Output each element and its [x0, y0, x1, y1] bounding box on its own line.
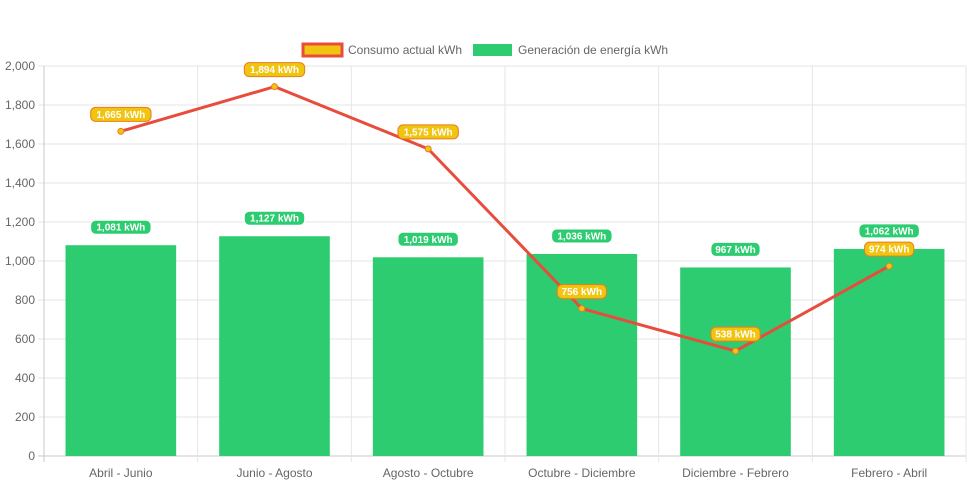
data-label-consumo: 538 kWh [715, 330, 756, 341]
point-consumo [885, 262, 893, 270]
y-tick-label: 600 [15, 332, 35, 346]
y-tick-label: 2,000 [5, 59, 35, 73]
bar-generacion [219, 236, 330, 456]
y-tick-label: 1,600 [5, 137, 35, 151]
x-tick-label: Agosto - Octubre [383, 466, 474, 480]
point-consumo [424, 145, 432, 153]
x-tick-label: Diciembre - Febrero [682, 466, 789, 480]
bar-generacion [372, 257, 484, 456]
legend-swatch-consumo [301, 42, 344, 58]
data-label-consumo-box [556, 284, 607, 300]
data-label-generacion: 1,062 kWh [865, 226, 914, 237]
data-label-generacion: 1,081 kWh [96, 223, 145, 234]
y-tick-label: 1,400 [5, 176, 35, 190]
data-label-consumo-box [864, 241, 915, 257]
point-consumo [271, 83, 278, 91]
data-label-generacion: 1,019 kWh [404, 235, 453, 246]
data-label-consumo: 756 kWh [562, 287, 603, 298]
data-label-generacion-box [551, 228, 613, 244]
bars-generacion [65, 236, 945, 456]
data-label-consumo: 1,575 kWh [404, 127, 453, 138]
bar-generacion [833, 248, 945, 456]
data-label-generacion-box [710, 241, 761, 257]
legend: Consumo actual kWh Generación de energía … [301, 42, 668, 58]
point-consumo [578, 305, 586, 313]
line-consumo [117, 83, 893, 355]
legend-label-generacion: Generación de energía kWh [518, 43, 668, 57]
line-consumo-path [120, 85, 890, 353]
data-label-generacion-box [243, 210, 306, 226]
y-tick-label: 1,000 [5, 254, 35, 268]
y-tick-label: 1,800 [5, 98, 35, 112]
data-labels: 1,081 kWh 1,127 kWh 1,019 kWh 1,036 kWh 967 … [90, 62, 920, 342]
data-label-consumo: 1,665 kWh [96, 110, 145, 121]
data-label-consumo-box [397, 124, 459, 140]
data-label-consumo-box [710, 326, 761, 342]
y-tick-label: 400 [15, 371, 35, 385]
x-tick-label: Junio - Agosto [236, 466, 312, 480]
y-tick-label: 0 [28, 449, 35, 463]
bar-generacion [65, 245, 177, 456]
x-tick-label: Febrero - Abril [851, 466, 927, 480]
data-label-generacion-box [90, 219, 152, 235]
legend-swatch-generacion [473, 44, 512, 56]
data-label-generacion-box [858, 223, 920, 239]
data-label-consumo-box [90, 106, 152, 122]
data-label-generacion: 967 kWh [715, 245, 756, 256]
grid-lines [38, 65, 967, 462]
data-label-consumo-box [243, 62, 306, 78]
point-consumo [732, 347, 739, 355]
data-label-consumo: 1,894 kWh [250, 65, 299, 76]
y-tick-label: 1,200 [5, 215, 35, 229]
x-tick-label: Abril - Junio [89, 466, 153, 480]
y-tick-label: 200 [15, 410, 35, 424]
data-label-generacion: 1,127 kWh [250, 214, 299, 225]
legend-label-consumo: Consumo actual kWh [348, 43, 462, 57]
bar-generacion [680, 267, 791, 456]
axes: 0 200 400 600 800 1,000 1,200 1,400 1,600 1,800 2,… [5, 59, 927, 480]
point-consumo [117, 127, 125, 135]
data-label-generacion-box [397, 231, 459, 247]
x-tick-label: Octubre - Diciembre [528, 466, 636, 480]
data-label-generacion: 1,036 kWh [557, 231, 606, 242]
data-label-consumo: 974 kWh [869, 245, 910, 256]
y-tick-label: 800 [15, 293, 35, 307]
